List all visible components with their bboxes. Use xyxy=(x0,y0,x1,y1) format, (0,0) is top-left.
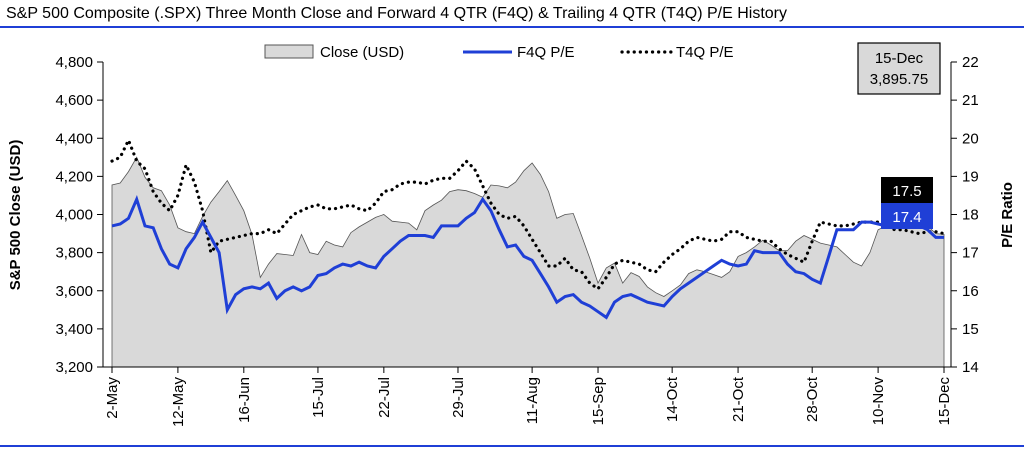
right-tick-label: 21 xyxy=(962,92,979,109)
x-tick-label: 10-Nov xyxy=(870,377,887,426)
legend-label-f4q: F4Q P/E xyxy=(517,44,575,61)
left-tick-label: 4,400 xyxy=(55,130,93,147)
x-tick-label: 15-Sep xyxy=(590,377,607,425)
x-tick-label: 15-Jul xyxy=(310,377,327,418)
callout-box xyxy=(857,42,941,95)
right-tick-label: 17 xyxy=(962,245,979,262)
legend-label-t4q: T4Q P/E xyxy=(676,44,734,61)
callout-value: 3,895.75 xyxy=(870,71,928,88)
left-tick-label: 4,800 xyxy=(55,54,93,71)
left-tick-label: 3,600 xyxy=(55,283,93,300)
left-tick-label: 4,600 xyxy=(55,92,93,109)
x-tick-label: 16-Jun xyxy=(236,377,253,423)
left-tick-label: 3,800 xyxy=(55,245,93,262)
right-tick-label: 22 xyxy=(962,54,979,71)
end-label-f4q-box xyxy=(881,203,933,229)
legend-swatch-close xyxy=(264,44,314,59)
right-tick-label: 18 xyxy=(962,207,979,224)
right-tick-label: 16 xyxy=(962,283,979,300)
legend: Close (USD) F4Q P/E T4Q P/E xyxy=(264,44,734,61)
callout-date: 15-Dec xyxy=(875,50,924,67)
right-axis-ticks: 14 15 16 17 18 19 20 21 22 xyxy=(951,54,979,376)
x-tick-label: 12-May xyxy=(170,377,187,428)
end-label-f4q: 17.4 xyxy=(881,203,933,229)
x-tick-label: 2-May xyxy=(104,377,121,419)
chart-title: S&P 500 Composite (.SPX) Three Month Clo… xyxy=(6,5,787,22)
x-axis-ticks: 2-May 12-May 16-Jun 15-Jul 22-Jul 29-Jul 11-Au… xyxy=(104,367,953,427)
x-tick-label: 21-Oct xyxy=(730,376,747,422)
x-tick-label: 15-Dec xyxy=(936,377,953,426)
left-tick-label: 3,200 xyxy=(55,359,93,376)
x-tick-label: 11-Aug xyxy=(524,377,541,424)
end-label-t4q-text: 17.5 xyxy=(892,183,921,200)
right-axis-title: P/E Ratio xyxy=(999,182,1016,248)
left-axis-title: S&P 500 Close (USD) xyxy=(7,140,24,291)
end-label-f4q-text: 17.4 xyxy=(892,209,921,226)
right-tick-label: 14 xyxy=(962,359,979,376)
left-tick-label: 4,000 xyxy=(55,207,93,224)
right-tick-label: 15 xyxy=(962,321,979,338)
x-tick-label: 22-Jul xyxy=(376,377,393,418)
last-close-callout: 15-Dec 3,895.75 xyxy=(857,42,941,95)
series-t4q-line xyxy=(110,136,946,292)
end-label-t4q-box xyxy=(881,177,933,203)
series-f4q-line xyxy=(111,194,944,320)
left-axis-ticks: 3,200 3,400 3,600 3,800 4,000 4,200 4,400 4,600… xyxy=(55,54,103,376)
right-tick-label: 20 xyxy=(962,130,979,147)
legend-label-close: Close (USD) xyxy=(320,44,404,61)
right-tick-label: 19 xyxy=(962,168,979,185)
series-close-area xyxy=(111,156,945,368)
x-tick-label: 14-Oct xyxy=(664,376,681,422)
x-tick-label: 29-Jul xyxy=(450,377,467,418)
left-tick-label: 4,200 xyxy=(55,168,93,185)
x-tick-label: 28-Oct xyxy=(804,376,821,422)
plot-area xyxy=(110,136,946,368)
end-label-t4q: 17.5 xyxy=(881,177,933,203)
left-tick-label: 3,400 xyxy=(55,321,93,338)
